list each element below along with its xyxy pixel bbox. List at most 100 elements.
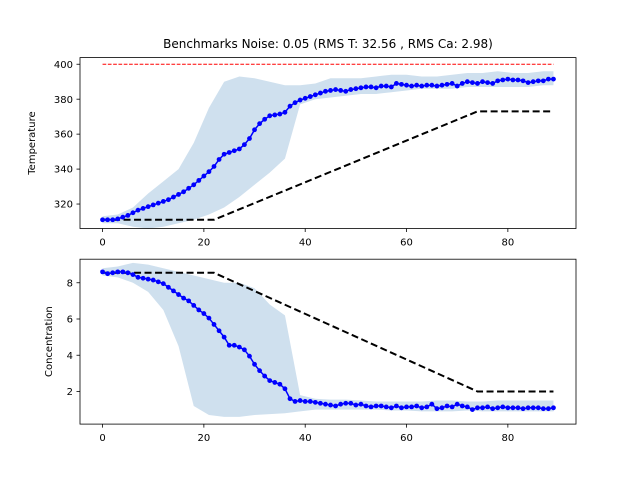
concentration-x-tick-label: 0 [99, 433, 105, 444]
temperature-uncertainty-band [102, 71, 554, 229]
temperature-data-point [404, 82, 409, 88]
temperature-data-point [257, 121, 262, 127]
temperature-data-point [338, 88, 344, 93]
temperature-data-point [135, 207, 141, 213]
temperature-data-point [226, 150, 232, 155]
temperature-data-point [216, 157, 222, 162]
temperature-data-point [378, 83, 384, 89]
concentration-data-point [166, 284, 171, 290]
temperature-data-point [540, 78, 546, 84]
concentration-data-point [125, 270, 131, 276]
concentration-target-dashed-line [102, 271, 554, 393]
temperature-data-point [201, 173, 207, 179]
temperature-y-tick-label: 340 [54, 165, 73, 176]
temperature-data-point [439, 82, 445, 88]
concentration-data-point [206, 315, 212, 321]
concentration-data-point [252, 361, 257, 367]
concentration-data-point [373, 403, 379, 409]
concentration-data-point [480, 405, 485, 411]
concentration-data-point [176, 292, 181, 297]
temperature-data-point [160, 199, 166, 204]
concentration-data-point [434, 406, 440, 412]
temperature-data-point [429, 82, 435, 88]
temperature-x-tick-label: 0 [99, 238, 105, 249]
temperature-data-point [424, 82, 430, 88]
concentration-data-point [525, 405, 531, 411]
concentration-data-point [495, 405, 501, 411]
concentration-data-point [388, 405, 394, 411]
temperature-data-point [414, 82, 420, 88]
temperature-data-point [145, 204, 151, 210]
concentration-data-point [353, 402, 359, 408]
temperature-data-point [419, 83, 425, 89]
concentration-data-point [414, 403, 420, 409]
temperature-x-tick-label: 40 [299, 238, 312, 249]
temperature-data-point [535, 78, 541, 84]
temperature-data-point [302, 95, 308, 101]
concentration-x-tick-label: 20 [198, 433, 211, 444]
temperature-data-point [515, 77, 521, 83]
concentration-data-point [297, 398, 303, 403]
concentration-data-point [454, 401, 460, 407]
temperature-data-point [475, 81, 480, 86]
temperature-data-point [373, 85, 379, 91]
temperature-data-point [358, 85, 364, 91]
temperature-data-point [125, 212, 131, 218]
concentration-data-point [312, 399, 318, 405]
temperature-data-point [530, 79, 536, 85]
concentration-data-point [135, 274, 141, 280]
concentration-data-point [262, 373, 268, 379]
temperature-data-point [100, 217, 105, 223]
temperature-data-point [469, 80, 475, 85]
temperature-data-point [505, 76, 511, 82]
concentration-data-point [302, 399, 308, 404]
concentration-data-point [323, 401, 328, 407]
temperature-data-point [394, 81, 399, 86]
concentration-data-point [510, 405, 516, 411]
temperature-data-point [150, 202, 156, 208]
concentration-data-point [464, 404, 470, 410]
temperature-plot-area [100, 63, 556, 229]
concentration-data-point [171, 288, 176, 294]
concentration-axes-frame [79, 258, 577, 425]
temperature-data-point [287, 103, 293, 109]
temperature-data-point [130, 210, 136, 216]
concentration-data-point [343, 400, 349, 406]
concentration-x-tick-label: 80 [501, 433, 514, 444]
concentration-data-point [155, 279, 161, 285]
temperature-data-point [368, 84, 374, 90]
concentration-data-point [292, 399, 298, 404]
concentration-data-point [115, 269, 121, 275]
concentration-data-point [429, 401, 435, 407]
concentration-data-point [196, 307, 202, 313]
concentration-data-point [535, 405, 541, 411]
concentration-data-point [515, 405, 521, 411]
concentration-data-point [181, 295, 187, 301]
concentration-data-point [272, 380, 278, 385]
concentration-data-point [383, 404, 389, 410]
temperature-y-tick-label: 380 [54, 95, 73, 106]
temperature-data-point [318, 90, 323, 96]
temperature-data-point [388, 84, 394, 90]
figure-title: Benchmarks Noise: 0.05 (RMS T: 32.56 , R… [163, 37, 493, 51]
concentration-data-point [419, 405, 425, 411]
concentration-data-point [307, 399, 313, 404]
temperature-x-tick-label: 80 [501, 238, 514, 249]
temperature-data-point [323, 88, 328, 94]
temperature-data-point [551, 76, 556, 82]
concentration-data-point [485, 404, 490, 410]
temperature-data-point [434, 83, 440, 89]
temperature-data-point [500, 77, 506, 83]
temperature-y-tick-label: 400 [54, 60, 73, 71]
temperature-data-point [191, 182, 197, 188]
temperature-y-tick-label: 360 [54, 130, 73, 141]
concentration-x-tick-label: 40 [299, 433, 312, 444]
concentration-data-point [105, 271, 111, 277]
concentration-data-point [449, 404, 455, 410]
concentration-data-point [540, 406, 546, 412]
temperature-data-point [343, 88, 349, 94]
temperature-data-point [363, 84, 369, 90]
concentration-y-tick-label: 6 [67, 315, 73, 326]
temperature-axes: 0 20 40 60 80 320 340 360 380 400 Temperature [27, 57, 577, 249]
concentration-uncertainty-band [102, 262, 554, 417]
